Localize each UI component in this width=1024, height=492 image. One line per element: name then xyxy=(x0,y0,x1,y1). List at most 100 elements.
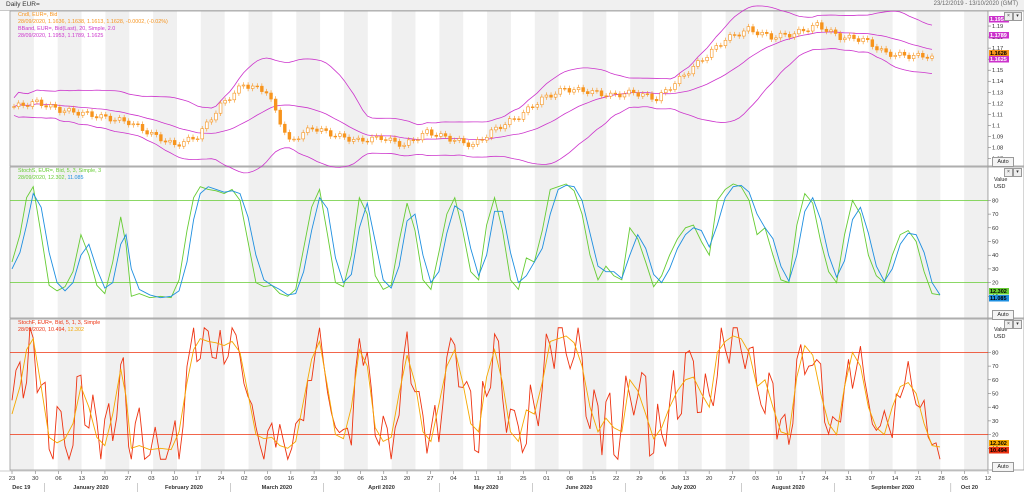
window-title: Daily EUR= xyxy=(6,1,40,8)
month-label: Dec 19 xyxy=(12,485,30,491)
candle-body xyxy=(228,99,232,101)
stochs-close-icon[interactable]: × xyxy=(1004,168,1013,177)
candle-body xyxy=(475,139,480,145)
x-tick-label: 06 xyxy=(357,476,363,482)
month-label: February 2020 xyxy=(165,485,203,491)
stochf-badge xyxy=(989,440,1009,447)
bband-legend-values: 28/09/2020, 1.1953, 1.1789, 1.1625 xyxy=(18,33,104,39)
x-axis-bg xyxy=(0,471,1024,492)
x-tick-label: 20 xyxy=(102,476,108,482)
candle-body xyxy=(540,96,544,106)
candle-body xyxy=(416,139,420,141)
stochs-legend: StochS, EUR=, Bid, 5, 3, Simple, 3 28/09… xyxy=(18,168,101,182)
stochs-badge xyxy=(989,288,1009,295)
stochf-close-icon[interactable]: × xyxy=(1004,320,1013,329)
stochf-menu-icon[interactable]: ▾ xyxy=(1013,320,1022,329)
candle-body xyxy=(792,33,797,38)
candle-body xyxy=(856,38,861,42)
stochs-tick-label: 30 xyxy=(992,267,998,273)
candle-body xyxy=(131,123,136,126)
candle-body xyxy=(709,48,714,58)
x-tick-label: 06 xyxy=(659,476,665,482)
candle-body xyxy=(627,89,631,95)
candle-body xyxy=(209,119,214,123)
candle-body xyxy=(191,136,195,140)
candle-body xyxy=(517,118,521,120)
candle-body xyxy=(870,39,875,47)
x-tick-label: 29 xyxy=(636,476,642,482)
week-band xyxy=(821,319,845,470)
week-band xyxy=(105,11,130,166)
candle-body xyxy=(53,104,58,108)
candle-body xyxy=(898,51,902,56)
x-tick-label: 23 xyxy=(9,476,15,482)
candle-body xyxy=(241,84,246,87)
stochf-badge-label: 12.302 xyxy=(990,441,1007,447)
candle-body xyxy=(535,104,539,108)
candle-body xyxy=(489,129,494,138)
candle-body xyxy=(397,141,402,147)
week-band xyxy=(868,167,893,318)
x-tick-label: 30 xyxy=(32,476,38,482)
week-band xyxy=(821,167,845,318)
candle-body xyxy=(127,120,131,126)
candle-body xyxy=(319,128,324,132)
price-tick-label: 1.14 xyxy=(992,79,1004,85)
week-band xyxy=(391,319,416,470)
x-tick-label: 18 xyxy=(497,476,503,482)
x-tick-label: 20 xyxy=(404,476,410,482)
week-band xyxy=(487,11,511,166)
week-band xyxy=(153,319,177,470)
candle-body xyxy=(737,34,741,37)
week-band xyxy=(773,167,798,318)
x-tick-label: 17 xyxy=(799,476,805,482)
price-menu-icon[interactable]: ▾ xyxy=(1013,12,1022,21)
candle-body xyxy=(306,127,310,133)
stochs-auto-button[interactable]: Auto xyxy=(992,310,1014,320)
week-band xyxy=(153,11,177,166)
x-tick-label: 23 xyxy=(311,476,317,482)
x-tick-label: 08 xyxy=(566,476,572,482)
candle-body xyxy=(530,106,535,108)
price-legend: Cndl, EUR=, Bid 28/09/2020, 1.1636, 1.16… xyxy=(18,12,168,40)
candle-body xyxy=(108,115,113,122)
candle-body xyxy=(911,55,916,59)
stochf-legend-k: 28/09/2020, 10.494, xyxy=(18,327,68,333)
x-tick-label: 27 xyxy=(427,476,433,482)
week-band xyxy=(153,167,177,318)
candle-body xyxy=(521,112,526,120)
candle-body xyxy=(333,135,337,138)
price-badge xyxy=(989,16,1009,23)
price-close-icon[interactable]: × xyxy=(1004,12,1013,21)
candle-body xyxy=(916,53,920,56)
x-tick-label: 25 xyxy=(520,476,526,482)
price-auto-button[interactable]: Auto xyxy=(992,157,1014,167)
candle-body xyxy=(223,100,227,104)
candle-body xyxy=(847,34,852,39)
week-band xyxy=(534,167,559,318)
candle-body xyxy=(154,132,158,135)
stochs-menu-icon[interactable]: ▾ xyxy=(1013,168,1022,177)
x-tick-label: 24 xyxy=(822,476,829,482)
candle-body xyxy=(172,140,177,146)
stochs-tick-label: 40 xyxy=(992,253,998,259)
candle-body xyxy=(448,135,452,142)
candle-body xyxy=(843,37,847,41)
candle-body xyxy=(567,88,572,93)
candle-body xyxy=(420,133,425,141)
stochf-auto-button[interactable]: Auto xyxy=(992,462,1014,472)
stochs-badge-label: 12.302 xyxy=(990,289,1007,295)
price-badge-label: 1.1628 xyxy=(990,51,1007,57)
week-band xyxy=(296,11,321,166)
candle-body xyxy=(797,28,801,35)
candle-body xyxy=(150,132,154,135)
x-tick-label: 14 xyxy=(892,476,899,482)
candle-body xyxy=(301,132,305,140)
price-badge xyxy=(989,50,1009,57)
stochf-tick-label: 80 xyxy=(992,350,998,356)
candle-body xyxy=(604,95,608,97)
stochf-axis-title-2: USD xyxy=(994,334,1006,340)
candle-body xyxy=(700,60,705,62)
stochs-badge-label: 11.085 xyxy=(990,296,1007,302)
